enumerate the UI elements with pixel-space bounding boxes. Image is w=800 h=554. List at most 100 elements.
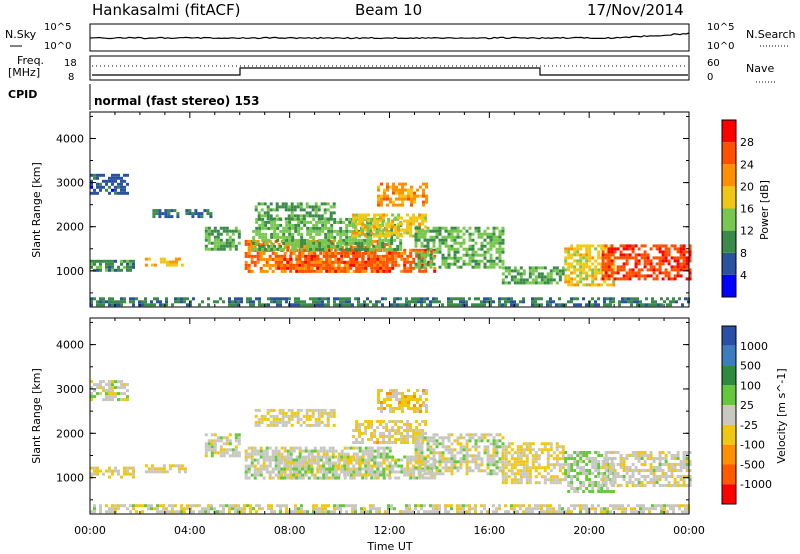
data-cell [630, 300, 633, 304]
data-cell [604, 262, 608, 266]
data-cell [381, 238, 385, 242]
data-cell [480, 247, 484, 251]
data-cell [498, 229, 502, 233]
data-cell [414, 451, 418, 455]
data-cell [300, 247, 304, 251]
data-cell [573, 271, 577, 275]
data-cell [495, 439, 499, 443]
data-cell [321, 238, 325, 242]
data-cell [313, 476, 317, 480]
data-cell [576, 244, 580, 248]
data-cell [528, 266, 532, 270]
data-cell [658, 247, 662, 251]
data-cell [253, 452, 257, 456]
data-cell [289, 473, 293, 477]
data-cell [661, 250, 665, 254]
colorbar-swatch [722, 274, 736, 297]
data-cell [373, 470, 377, 474]
data-cell [397, 263, 401, 267]
data-cell [303, 238, 307, 242]
data-cell [348, 229, 352, 233]
data-cell [105, 383, 108, 387]
data-cell [537, 272, 541, 276]
data-cell [564, 469, 568, 472]
data-cell [540, 442, 544, 446]
data-cell [403, 228, 407, 232]
data-cell [355, 458, 359, 462]
data-cell [129, 268, 132, 272]
data-cell [679, 274, 683, 278]
data-cell [286, 452, 290, 456]
data-cell [331, 266, 335, 270]
data-cell [284, 411, 288, 415]
data-cell [417, 469, 421, 473]
data-cell [307, 263, 311, 267]
data-cell [325, 257, 329, 261]
data-cell [170, 209, 174, 213]
data-cell [591, 256, 595, 260]
data-cell [634, 259, 638, 263]
data-cell [361, 222, 365, 226]
data-cell [108, 300, 111, 304]
data-cell [391, 435, 395, 438]
data-cell [348, 303, 351, 307]
data-cell [319, 464, 323, 468]
data-cell [425, 200, 428, 204]
data-cell [285, 226, 289, 230]
data-cell [358, 254, 362, 258]
data-cell [132, 300, 135, 304]
data-cell [171, 504, 174, 508]
data-cell [315, 241, 319, 245]
ytick-label: 2000 [56, 221, 84, 234]
data-cell [256, 260, 260, 264]
data-cell [334, 455, 338, 459]
data-cell [417, 300, 420, 304]
data-cell [331, 446, 335, 450]
data-cell [286, 461, 290, 465]
data-cell [459, 451, 463, 455]
data-cell [444, 256, 448, 260]
data-cell [409, 225, 413, 229]
data-cell [337, 257, 341, 261]
data-cell [120, 191, 123, 195]
data-cell [468, 448, 472, 452]
data-cell [259, 251, 263, 255]
data-cell [288, 229, 292, 233]
data-cell [477, 253, 481, 257]
data-cell [400, 432, 404, 435]
data-cell [643, 259, 647, 263]
data-cell [308, 408, 312, 412]
data-cell [382, 263, 386, 267]
data-cell [655, 262, 659, 266]
data-cell [389, 197, 392, 201]
data-cell [643, 463, 647, 466]
data-cell [676, 454, 680, 457]
data-cell [367, 449, 371, 453]
data-cell [625, 274, 629, 278]
data-cell [219, 241, 223, 245]
data-cell [651, 300, 654, 304]
data-cell [477, 303, 480, 307]
data-cell [314, 202, 318, 206]
data-cell [250, 464, 254, 468]
data-cell [676, 271, 680, 275]
data-cell [534, 269, 538, 273]
data-cell [144, 257, 148, 261]
data-cell [465, 451, 469, 455]
data-cell [573, 283, 577, 287]
data-cell [314, 420, 318, 424]
data-cell [277, 254, 281, 258]
data-cell [225, 232, 229, 236]
data-cell [315, 504, 318, 508]
data-cell [588, 268, 592, 272]
data-cell [679, 466, 683, 469]
data-cell [278, 411, 282, 415]
data-cell [625, 457, 629, 460]
data-cell [132, 262, 135, 266]
data-cell [652, 484, 656, 487]
data-cell [534, 266, 538, 270]
data-cell [316, 263, 320, 267]
data-cell [421, 222, 425, 226]
data-cell [231, 241, 235, 245]
data-cell [261, 223, 265, 227]
